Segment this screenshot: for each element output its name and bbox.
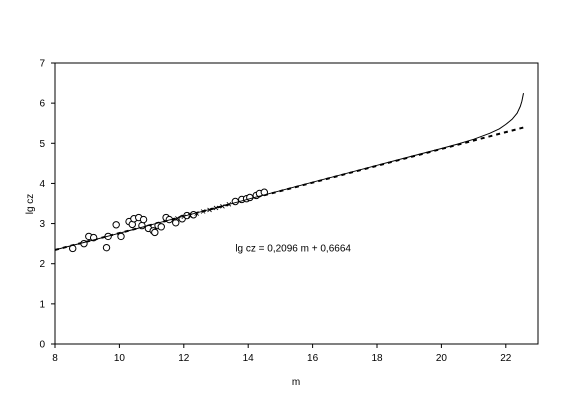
data-point <box>112 221 120 229</box>
y-tick-label: 0 <box>39 340 45 351</box>
x-tick-label: 8 <box>52 353 58 364</box>
y-axis-ticks: 0 1 2 3 4 5 6 7 <box>39 59 55 351</box>
x-tick-label: 22 <box>500 353 512 364</box>
regression-equation: lg cz = 0,2096 m + 0,6664 <box>235 243 351 254</box>
x-tick-label: 16 <box>307 353 319 364</box>
data-point <box>157 223 165 231</box>
x-tick-label: 18 <box>371 353 383 364</box>
x-axis-label: m <box>292 377 300 388</box>
y-tick-label: 5 <box>39 139 45 150</box>
y-tick-label: 1 <box>39 299 45 310</box>
data-series <box>54 93 524 253</box>
data-point <box>102 243 111 252</box>
x-tick-label: 14 <box>243 353 255 364</box>
x-tick-label: 10 <box>114 353 126 364</box>
y-tick-label: 6 <box>39 99 45 110</box>
data-point <box>139 215 148 224</box>
y-axis-label: lg cz <box>25 194 36 215</box>
y-tick-label: 3 <box>39 219 45 230</box>
y-tick-label: 7 <box>39 59 45 70</box>
data-point <box>151 228 159 237</box>
x-tick-label: 20 <box>436 353 448 364</box>
plot-area <box>54 62 539 345</box>
model-curve <box>54 93 524 251</box>
data-point <box>117 232 125 241</box>
y-tick-label: 4 <box>39 179 45 190</box>
data-point <box>172 219 180 227</box>
x-tick-label: 12 <box>178 353 190 364</box>
x-axis-ticks: 8 10 12 14 16 18 20 22 <box>52 344 512 364</box>
y-tick-label: 2 <box>39 259 45 270</box>
